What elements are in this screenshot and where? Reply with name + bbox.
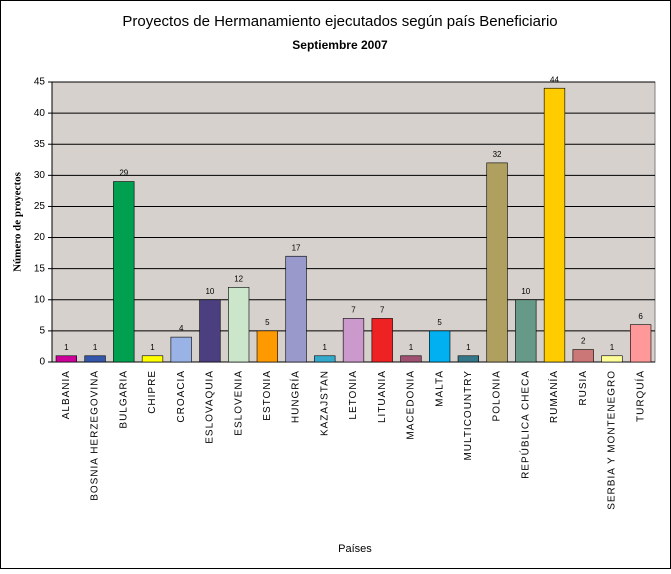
x-tick-label: ALBANIA xyxy=(61,370,72,419)
bar xyxy=(55,355,77,363)
data-label: 44 xyxy=(550,75,559,84)
x-tick-label: TURQUÍA xyxy=(633,370,646,422)
bar xyxy=(314,355,336,363)
y-tick-label: 20 xyxy=(34,232,46,243)
data-label: 17 xyxy=(292,243,301,252)
data-label: 12 xyxy=(234,274,243,283)
x-tick-label: BOSNIA HERZEGOVINA xyxy=(90,370,101,501)
x-tick-label: LITUANIA xyxy=(377,370,388,423)
bar xyxy=(543,87,566,363)
chart-subtitle: Septiembre 2007 xyxy=(292,38,388,52)
data-label: 10 xyxy=(521,287,530,296)
bar xyxy=(515,299,537,363)
data-label: 1 xyxy=(409,343,414,352)
chart-title: Proyectos de Hermanamiento ejecutados se… xyxy=(122,13,557,30)
x-tick-label: RUSIA xyxy=(578,370,589,406)
x-tick-label: ESTONIA xyxy=(262,370,273,421)
bar xyxy=(371,318,393,363)
data-label: 7 xyxy=(351,306,356,315)
y-tick-label: 15 xyxy=(34,263,46,274)
x-tick-label: MULTICOUNTRY xyxy=(463,370,474,461)
x-tick-label: SERBIA Y MONTENEGRO xyxy=(607,370,618,510)
bar xyxy=(572,349,594,363)
x-tick-label: RUMANÍA xyxy=(547,370,560,423)
data-label: 1 xyxy=(323,343,328,352)
y-tick-label: 45 xyxy=(34,77,46,88)
data-label: 1 xyxy=(466,343,471,352)
data-label: 1 xyxy=(93,343,98,352)
x-tick-label: MALTA xyxy=(434,370,445,407)
y-tick-label: 25 xyxy=(34,201,46,212)
bar xyxy=(199,299,221,363)
data-label: 29 xyxy=(119,169,128,178)
x-tick-label: CHIPRE xyxy=(147,370,158,414)
bar xyxy=(342,318,365,363)
bar xyxy=(84,355,106,363)
x-tick-label: MACEDONIA xyxy=(406,370,417,440)
data-label: 1 xyxy=(610,343,615,352)
y-tick-label: 10 xyxy=(34,294,46,305)
bar xyxy=(113,181,135,363)
bar xyxy=(256,330,278,363)
x-axis-label: Países xyxy=(338,543,372,555)
x-tick-label: BULGARIA xyxy=(118,370,129,429)
data-label: 6 xyxy=(638,312,643,321)
data-label: 32 xyxy=(493,150,502,159)
data-label: 10 xyxy=(205,287,214,296)
x-tick-label: LETONIA xyxy=(348,370,359,420)
y-tick-label: 40 xyxy=(34,108,46,119)
bar xyxy=(630,324,652,363)
data-label: 1 xyxy=(150,343,155,352)
data-label: 7 xyxy=(380,306,385,315)
x-tick-label: KAZAJSTAN xyxy=(319,370,330,436)
data-label: 5 xyxy=(437,318,442,327)
bar xyxy=(486,162,508,363)
y-axis-label: Número de proyectos xyxy=(12,171,24,272)
y-tick-label: 30 xyxy=(34,170,46,181)
bar xyxy=(228,287,250,363)
data-label: 2 xyxy=(581,337,586,346)
bar xyxy=(601,355,623,363)
bar xyxy=(457,355,479,363)
data-label: 1 xyxy=(64,343,69,352)
x-tick-label: HUNGRÍA xyxy=(289,370,302,423)
y-tick-label: 35 xyxy=(34,139,46,150)
data-label: 4 xyxy=(179,324,184,333)
x-tick-label: ESLOVAQUIA xyxy=(205,370,216,444)
y-tick-label: 0 xyxy=(39,357,45,368)
x-tick-label: ESLOVENIA xyxy=(233,370,244,436)
bar xyxy=(285,255,307,363)
y-tick-label: 5 xyxy=(39,326,45,337)
x-tick-label: POLONIA xyxy=(492,370,503,421)
bar xyxy=(141,355,164,363)
data-label: 5 xyxy=(265,318,270,327)
x-tick-label: REPÚBLICA CHECA xyxy=(518,370,531,479)
bar xyxy=(170,336,192,363)
bar xyxy=(429,330,451,363)
x-tick-label: CROACIA xyxy=(176,370,187,423)
bar xyxy=(400,355,422,363)
